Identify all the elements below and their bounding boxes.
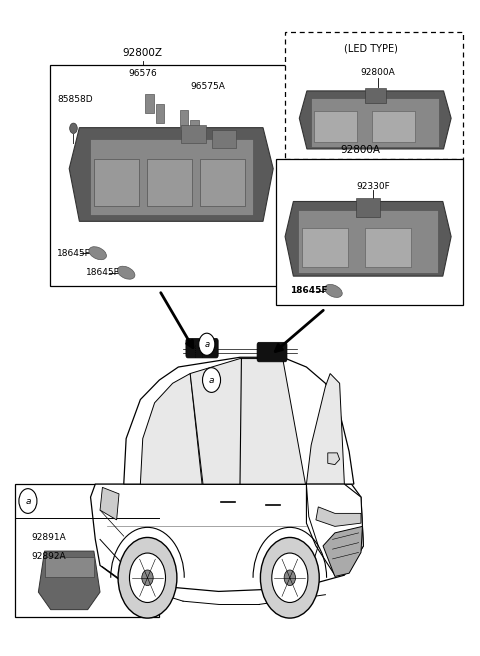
Text: 18645F: 18645F bbox=[86, 268, 120, 277]
Text: 96575A: 96575A bbox=[190, 81, 225, 91]
Circle shape bbox=[261, 537, 319, 618]
Polygon shape bbox=[306, 373, 344, 484]
Bar bbox=[285, 32, 463, 159]
Circle shape bbox=[284, 570, 296, 586]
Bar bbox=[365, 88, 386, 103]
Bar bbox=[200, 159, 245, 206]
Bar bbox=[50, 64, 288, 286]
Polygon shape bbox=[328, 453, 340, 464]
Bar bbox=[357, 198, 380, 217]
Text: 85858D: 85858D bbox=[57, 94, 93, 104]
Bar bbox=[299, 211, 438, 274]
Text: 18645F: 18645F bbox=[57, 249, 91, 258]
Bar bbox=[276, 159, 463, 305]
Bar bbox=[190, 120, 199, 139]
Text: 92892A: 92892A bbox=[31, 552, 66, 562]
Circle shape bbox=[19, 489, 37, 514]
FancyBboxPatch shape bbox=[186, 338, 218, 358]
Polygon shape bbox=[316, 507, 361, 526]
Bar bbox=[156, 104, 164, 123]
Bar bbox=[314, 112, 357, 142]
Circle shape bbox=[203, 367, 220, 392]
Bar bbox=[94, 159, 139, 206]
Bar bbox=[145, 94, 154, 113]
Bar bbox=[147, 159, 192, 206]
Polygon shape bbox=[323, 526, 362, 577]
Circle shape bbox=[70, 123, 77, 134]
Polygon shape bbox=[38, 551, 100, 609]
Text: a: a bbox=[209, 375, 214, 384]
Ellipse shape bbox=[117, 266, 135, 279]
Ellipse shape bbox=[89, 247, 107, 260]
Bar bbox=[45, 557, 94, 577]
Bar bbox=[14, 484, 159, 617]
Bar bbox=[312, 98, 439, 147]
Circle shape bbox=[272, 553, 308, 602]
Circle shape bbox=[199, 333, 215, 356]
Bar bbox=[180, 110, 188, 130]
Text: 92800A: 92800A bbox=[360, 68, 395, 77]
Text: 92330F: 92330F bbox=[356, 182, 390, 191]
Polygon shape bbox=[124, 358, 354, 484]
Polygon shape bbox=[285, 201, 451, 276]
Text: a: a bbox=[25, 497, 31, 506]
Text: 96576: 96576 bbox=[128, 69, 157, 77]
Bar bbox=[181, 125, 206, 143]
Text: 18645F: 18645F bbox=[290, 287, 327, 295]
Polygon shape bbox=[69, 128, 273, 221]
Circle shape bbox=[142, 570, 153, 586]
Polygon shape bbox=[91, 484, 363, 592]
Polygon shape bbox=[140, 373, 202, 484]
Text: a: a bbox=[204, 340, 209, 349]
Bar bbox=[301, 228, 348, 268]
Bar bbox=[365, 228, 411, 268]
FancyBboxPatch shape bbox=[257, 342, 287, 362]
Circle shape bbox=[130, 553, 166, 602]
Polygon shape bbox=[190, 359, 305, 484]
Text: (LED TYPE): (LED TYPE) bbox=[344, 44, 397, 54]
Polygon shape bbox=[100, 487, 119, 520]
Text: 92800Z: 92800Z bbox=[123, 48, 163, 58]
Text: 92891A: 92891A bbox=[31, 533, 66, 542]
Circle shape bbox=[118, 537, 177, 618]
Polygon shape bbox=[300, 91, 451, 149]
Bar bbox=[90, 139, 253, 215]
Ellipse shape bbox=[324, 285, 342, 297]
Bar bbox=[212, 130, 237, 148]
Polygon shape bbox=[306, 484, 363, 575]
Bar bbox=[372, 112, 415, 142]
Text: 92800A: 92800A bbox=[340, 145, 380, 155]
